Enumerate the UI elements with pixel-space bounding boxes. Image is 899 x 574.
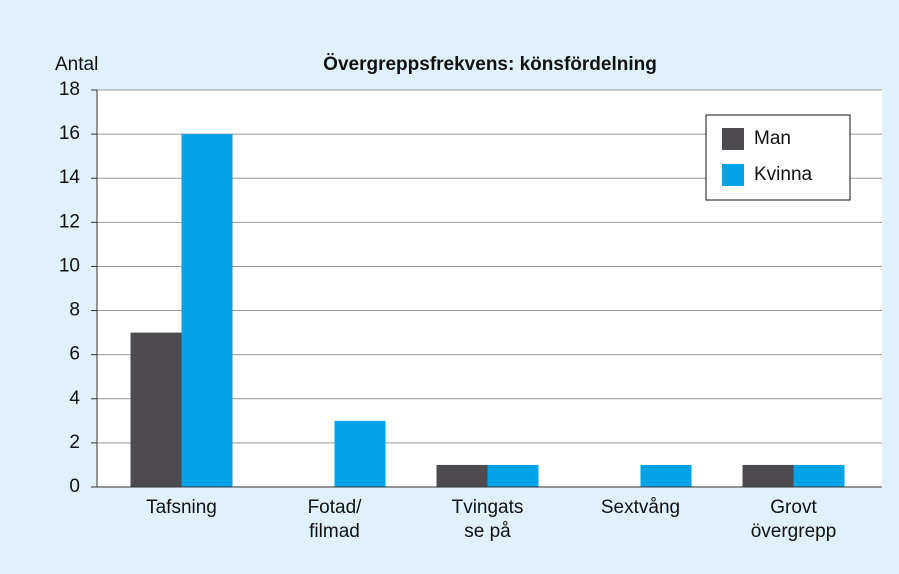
x-tick-label: Grovt övergrepp xyxy=(750,497,837,542)
legend-swatch xyxy=(722,164,744,186)
y-tick-label: 0 xyxy=(69,476,80,497)
y-axis-label: Antal xyxy=(55,54,98,75)
y-tick-label: 10 xyxy=(59,255,80,276)
y-tick-label: 6 xyxy=(69,344,80,365)
y-tick-label: 8 xyxy=(69,300,80,321)
x-tick-label: Tafsning xyxy=(146,497,217,518)
bar xyxy=(793,464,845,487)
legend-swatch xyxy=(722,128,744,150)
chart-title: Övergreppsfrekvens: könsfördelning xyxy=(323,54,657,75)
y-tick-label: 16 xyxy=(59,123,80,144)
bar xyxy=(640,464,692,487)
y-tick-label: 12 xyxy=(59,211,80,232)
y-tick-label: 14 xyxy=(59,167,81,188)
y-tick-label: 2 xyxy=(69,432,80,453)
bar xyxy=(436,464,488,487)
bar xyxy=(181,134,233,487)
legend-label: Kvinna xyxy=(754,164,813,185)
x-tick-label: Tvingats se på xyxy=(451,497,524,542)
y-tick-label: 4 xyxy=(69,388,80,409)
y-tick-label: 18 xyxy=(59,79,80,100)
x-tick-label: Fotad/ filmad xyxy=(307,497,362,542)
bar xyxy=(334,420,386,487)
bar xyxy=(130,332,182,487)
legend-label: Man xyxy=(754,128,791,149)
bar xyxy=(487,464,539,487)
bar xyxy=(742,464,794,487)
x-tick-label: Sextvång xyxy=(600,497,681,518)
